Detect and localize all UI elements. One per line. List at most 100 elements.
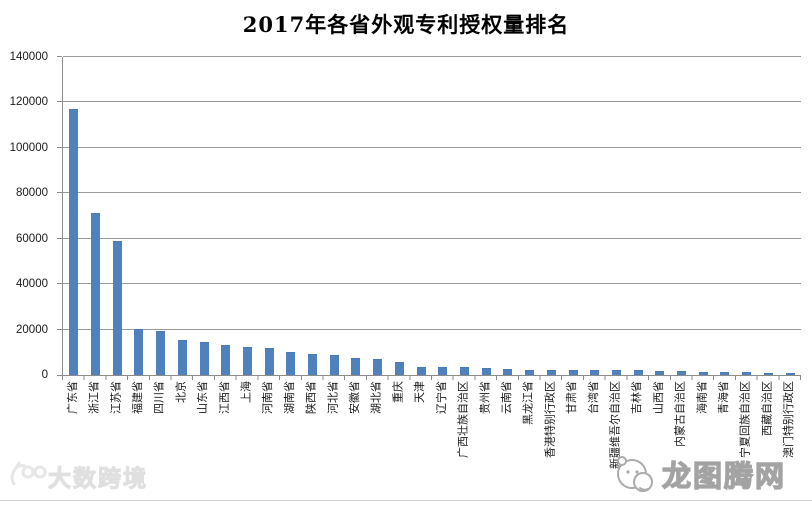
x-axis-label: 海南省 — [696, 381, 709, 414]
bar — [633, 370, 643, 375]
bar — [546, 369, 556, 375]
x-axis-label: 安徽省 — [349, 381, 361, 414]
bar-cell — [389, 57, 411, 375]
y-axis-label: 120000 — [9, 96, 48, 109]
bar-cell — [172, 57, 194, 375]
bar-cell — [237, 57, 259, 375]
bar — [481, 367, 491, 375]
x-axis-label: 香港特别行政区 — [544, 381, 557, 458]
bar — [677, 371, 687, 375]
y-axis-label: 40000 — [16, 278, 48, 291]
bar-cell — [432, 57, 454, 375]
x-axis-label: 湖南省 — [283, 381, 296, 414]
bar — [720, 372, 730, 375]
gridline — [63, 192, 801, 194]
plot-area — [62, 56, 801, 376]
bar-cell — [106, 57, 128, 375]
bar — [177, 339, 187, 375]
watermark-left: 大数跨境 — [6, 458, 148, 494]
x-axis-label: 宁夏回族自治区 — [739, 381, 752, 458]
bar — [763, 372, 773, 375]
x-axis-label: 重庆 — [392, 381, 405, 403]
gridline — [63, 283, 801, 285]
bar-cell — [497, 57, 519, 375]
gridline — [63, 56, 801, 57]
bar-series — [63, 57, 801, 375]
x-axis-label: 黑龙江省 — [522, 381, 535, 425]
bar-cell — [671, 57, 693, 375]
bar — [156, 330, 166, 375]
bottom-divider — [0, 500, 812, 501]
bar-cell — [150, 57, 172, 375]
bar — [199, 342, 209, 375]
y-axis-tick — [57, 328, 62, 330]
x-axis-label: 贵州省 — [479, 381, 492, 414]
x-axis-label: 澳门特别行政区 — [783, 381, 796, 458]
bar — [221, 345, 231, 375]
y-axis-tick — [57, 375, 62, 376]
x-axis-label: 浙江省 — [88, 381, 101, 414]
bar — [698, 372, 708, 375]
y-axis-label: 60000 — [16, 232, 48, 245]
bar-cell — [627, 57, 649, 375]
x-axis-label: 广西壮族自治区 — [457, 381, 470, 458]
y-axis-labels: 0 20000 40000 60000 80000 100000 120000 140000 — [0, 51, 62, 387]
bar-cell — [215, 57, 237, 375]
bar — [503, 369, 513, 375]
gridline — [63, 101, 801, 103]
bar — [286, 352, 296, 375]
bar — [438, 367, 448, 375]
bar — [351, 358, 361, 375]
x-axis-label: 湖北省 — [370, 381, 383, 414]
watermark-right-mascot-icon — [617, 456, 653, 492]
x-axis-label: 四川省 — [153, 381, 166, 414]
bar — [460, 367, 469, 375]
bar — [568, 369, 578, 375]
bar — [611, 370, 621, 375]
bar-cell — [562, 57, 584, 375]
bar — [785, 373, 795, 375]
y-axis-label: 100000 — [9, 141, 48, 154]
watermark-left-logo-icon — [10, 461, 47, 486]
bar-cell — [367, 57, 389, 375]
bar — [373, 358, 383, 375]
bar-cell — [128, 57, 150, 375]
y-axis-tick — [57, 146, 62, 148]
x-axis-label: 广东省 — [66, 381, 79, 414]
y-axis-tick — [57, 192, 62, 194]
y-axis-tick — [57, 237, 62, 239]
bar — [329, 355, 339, 375]
x-axis-label: 台湾省 — [587, 381, 600, 414]
x-axis-label: 山西省 — [652, 381, 665, 414]
x-axis-label: 江苏省 — [110, 381, 123, 414]
bar-cell — [540, 57, 562, 375]
bar-cell — [475, 57, 497, 375]
bar — [525, 369, 535, 375]
y-axis-label: 20000 — [16, 323, 48, 336]
bar — [308, 353, 318, 375]
x-axis-label: 天津 — [414, 381, 427, 403]
x-axis-label: 陕西省 — [305, 381, 318, 414]
bar-cell — [649, 57, 671, 375]
bar-cell — [584, 57, 606, 375]
x-axis-ticks — [62, 376, 801, 380]
x-axis-label: 辽宁省 — [435, 381, 448, 414]
x-axis-label: 甘肃省 — [566, 381, 579, 414]
bar-cell — [193, 57, 215, 375]
x-axis-label: 山东省 — [197, 381, 210, 414]
bar — [742, 372, 752, 375]
bar — [590, 369, 600, 375]
bar — [134, 329, 144, 375]
bar — [416, 366, 426, 375]
bar — [655, 370, 665, 375]
bar — [394, 362, 404, 375]
y-axis-tick — [57, 283, 62, 285]
bar-cell — [714, 57, 736, 375]
gridline — [63, 328, 801, 330]
x-axis-label: 青海省 — [718, 381, 730, 414]
x-axis-label: 内蒙古自治区 — [674, 381, 687, 447]
x-axis-label: 上海 — [240, 381, 253, 403]
x-axis-label: 福建省 — [132, 381, 144, 414]
bar — [112, 240, 122, 375]
